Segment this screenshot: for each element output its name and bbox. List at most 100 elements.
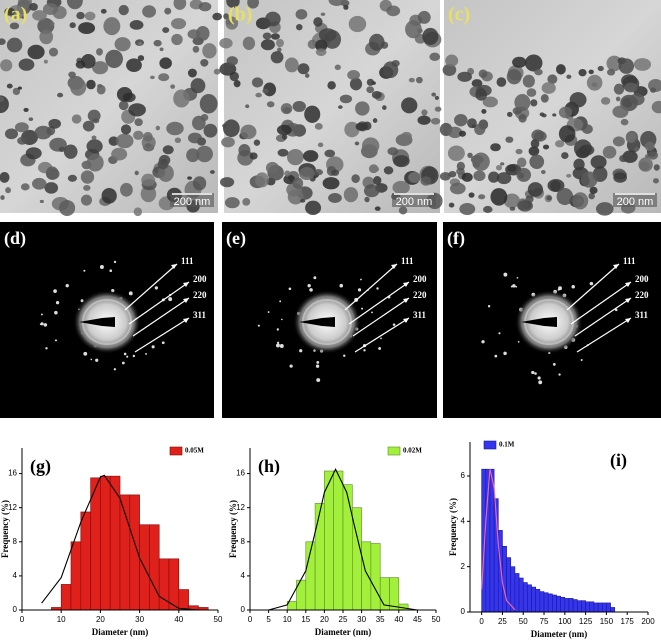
histogram-bar [370, 543, 381, 611]
histogram-bar [527, 584, 532, 613]
particle [171, 33, 183, 46]
diffraction-spot [53, 289, 57, 293]
histogram-bar [518, 577, 524, 613]
particle [552, 113, 557, 117]
particle [547, 74, 558, 85]
particle [528, 146, 540, 156]
particle [382, 61, 399, 79]
particle [569, 92, 587, 108]
particle [203, 123, 218, 138]
particle [638, 157, 653, 172]
particle [408, 77, 415, 83]
beam-stop [79, 317, 115, 327]
legend-label: 0.05M [185, 447, 204, 455]
particle [524, 54, 543, 72]
diffraction-spot [45, 347, 48, 350]
particle [392, 180, 410, 195]
diffraction-spot [614, 308, 618, 312]
particle [625, 132, 636, 143]
particle [500, 162, 505, 166]
legend-swatch [387, 446, 401, 456]
particle [328, 0, 345, 6]
particle [137, 55, 145, 62]
particle [474, 123, 486, 136]
particle [86, 79, 96, 90]
fit-curve [481, 469, 516, 611]
particle [398, 206, 408, 215]
diffraction-spot [40, 322, 44, 326]
x-tick-label: 20 [96, 615, 105, 624]
particle [101, 187, 117, 204]
particle [613, 83, 625, 95]
particle [647, 151, 659, 160]
particle [505, 136, 514, 143]
histogram-bar [497, 530, 503, 613]
diffraction-spot [498, 332, 501, 335]
particle [299, 198, 306, 203]
particle [20, 183, 30, 191]
particle [351, 174, 360, 183]
fit-curve [41, 474, 218, 611]
particle [522, 74, 535, 88]
y-tick-label: 0 [13, 605, 18, 614]
particle [80, 170, 95, 184]
particle [305, 200, 322, 216]
particle [334, 64, 341, 71]
particle [120, 182, 133, 197]
particle [129, 20, 144, 30]
particle [447, 126, 463, 139]
particle [295, 9, 308, 20]
particle [12, 87, 21, 96]
x-tick-label: 0 [248, 615, 253, 624]
histogram-bar [597, 602, 603, 613]
particle [260, 39, 275, 51]
particle [281, 133, 288, 140]
arrow-head [391, 264, 397, 269]
x-tick-label: 30 [357, 615, 366, 624]
particle [96, 84, 106, 95]
diffraction-spot [90, 358, 93, 361]
diffraction-spot [503, 351, 507, 356]
panel-label: (h) [258, 456, 280, 477]
particle [0, 195, 5, 200]
particle [9, 22, 20, 30]
particle [516, 167, 532, 182]
particle [83, 184, 91, 191]
diffraction-spot [109, 269, 113, 273]
particle [171, 18, 187, 30]
particle [547, 179, 565, 192]
histogram-bar [593, 602, 599, 613]
particle [39, 199, 44, 204]
particle [624, 82, 638, 93]
particle [32, 10, 47, 21]
scale-bar-label: 200 nm [617, 196, 654, 208]
particle [224, 197, 240, 209]
y-tick-label: 6 [461, 471, 466, 480]
particle [78, 22, 96, 35]
particle [467, 152, 473, 158]
diffraction-spot [515, 285, 518, 288]
x-tick-label: 30 [135, 615, 144, 624]
particle [200, 59, 209, 67]
particle [280, 103, 293, 115]
diffraction-spot [487, 305, 491, 308]
diffraction-spot [83, 351, 88, 356]
y-axis-title: Frequency (%) [0, 500, 10, 558]
arrow [570, 281, 632, 325]
particle [187, 68, 197, 78]
panel-label: (d) [4, 228, 26, 249]
diffraction-spot [494, 354, 498, 358]
particle [18, 58, 35, 71]
particle [39, 29, 54, 45]
diffraction-spot [571, 285, 575, 289]
x-axis-title: Diameter (nm) [531, 629, 588, 639]
diffraction-spot [151, 345, 155, 349]
particle [355, 101, 370, 116]
x-tick-label: 10 [283, 615, 292, 624]
particle [431, 92, 437, 97]
particle [143, 131, 153, 142]
particle [48, 118, 61, 129]
particle [25, 147, 42, 160]
scale-bar-box [170, 193, 214, 207]
panel-label: (i) [610, 450, 627, 471]
